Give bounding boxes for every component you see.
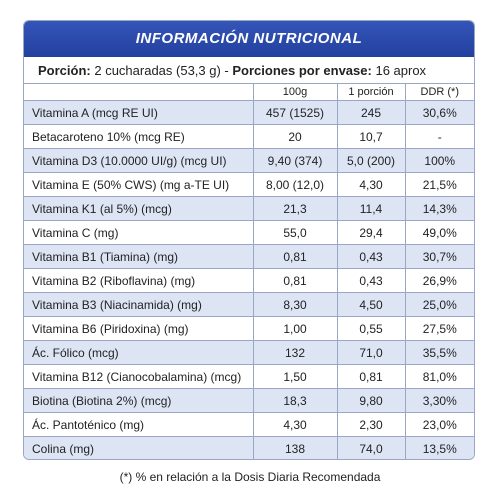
cell: 18,3 [252, 388, 338, 413]
cell: 9,40 (374) [252, 148, 338, 173]
cell: 245 [336, 100, 406, 125]
cell: 74,0 [336, 436, 406, 459]
cell: 23,0% [404, 412, 474, 437]
cell: 49,0% [404, 220, 474, 245]
footnote: (*) % en relación a la Dosis Diaria Reco… [119, 470, 381, 484]
cell: 14,3% [404, 196, 474, 221]
cell: - [404, 124, 474, 149]
cell: 4,50 [336, 292, 406, 317]
table-row: Ác. Pantoténico (mg) 4,30 2,30 23,0% [24, 412, 474, 437]
table-row: Vitamina D3 (10.0000 UI/g) (mcg UI) 9,40 … [24, 148, 474, 173]
cell: 0,81 [336, 364, 406, 389]
cell: 71,0 [336, 340, 406, 365]
header-cell [24, 84, 254, 101]
cell: 10,7 [336, 124, 406, 149]
table-row: Vitamina C (mg) 55,0 29,4 49,0% [24, 220, 474, 245]
cell: 4,30 [252, 412, 338, 437]
cell: 3,30% [404, 388, 474, 413]
servings-label: Porciones por envase: [232, 63, 372, 78]
cell: 26,9% [404, 268, 474, 293]
nutrient-name: Vitamina B1 (Tiamina) (mg) [24, 244, 254, 269]
title: INFORMACIÓN NUTRICIONAL [24, 21, 474, 57]
cell: 55,0 [252, 220, 338, 245]
nutrient-name: Betacaroteno 10% (mcg RE) [24, 124, 254, 149]
table-row: Betacaroteno 10% (mcg RE) 20 10,7- [24, 124, 474, 149]
table-row: Vitamina B1 (Tiamina) (mg) 0,81 0,43 30,7% [24, 244, 474, 269]
cell: 20 [252, 124, 338, 149]
cell: 30,6% [404, 100, 474, 125]
cell: 4,30 [336, 172, 406, 197]
cell: 27,5% [404, 316, 474, 341]
header-row: 100g 1 porción DDR (*) [24, 84, 474, 101]
cell: 0,43 [336, 244, 406, 269]
cell: 1,00 [252, 316, 338, 341]
table-row: Vitamina B3 (Niacinamida) (mg) 8,30 4,50 25… [24, 292, 474, 317]
cell: 9,80 [336, 388, 406, 413]
nutrient-name: Vitamina E (50% CWS) (mg a-TE UI) [24, 172, 254, 197]
table-row: Ác. Fólico (mcg) 132 71,0 35,5% [24, 340, 474, 365]
cell: 1,50 [252, 364, 338, 389]
portion-value: 2 cucharadas (53,3 g) - [94, 63, 229, 78]
portion-label: Porción: [38, 63, 91, 78]
cell: 25,0% [404, 292, 474, 317]
table-row: Vitamina K1 (al 5%) (mcg) 21,3 11,4 14,3% [24, 196, 474, 221]
table-row: Vitamina A (mcg RE UI) 457 (1525) 245 30,6% [24, 100, 474, 125]
nutrient-name: Biotina (Biotina 2%) (mcg) [24, 388, 254, 413]
table-row: Vitamina B12 (Cianocobalamina) (mcg) 1,50… [24, 364, 474, 389]
cell: 30,7% [404, 244, 474, 269]
cell: 457 (1525) [252, 100, 338, 125]
cell: 21,5% [404, 172, 474, 197]
table-row: Vitamina B6 (Piridoxina) (mg) 1,00 0,55 27,… [24, 316, 474, 341]
nutrition-table: 100g 1 porción DDR (*) Vitamina A (mcg RE U… [24, 84, 474, 459]
cell: 2,30 [336, 412, 406, 437]
cell: 0,55 [336, 316, 406, 341]
cell: 81,0% [404, 364, 474, 389]
servings-value: 16 aprox [375, 63, 427, 78]
cell: 5,0 (200) [336, 148, 406, 173]
header-cell: 1 porción [336, 84, 406, 101]
header-cell: DDR (*) [404, 84, 474, 101]
table-row: Vitamina B2 (Riboflavina) (mg) 0,81 0,43 26… [24, 268, 474, 293]
table-row: Vitamina E (50% CWS) (mg a-TE UI) 8,00 (1… [24, 172, 474, 197]
nutrient-name: Vitamina K1 (al 5%) (mcg) [24, 196, 254, 221]
cell: 35,5% [404, 340, 474, 365]
nutrient-name: Vitamina D3 (10.0000 UI/g) (mcg UI) [24, 148, 254, 173]
table-row: Colina (mg) 138 74,0 13,5% [24, 436, 474, 459]
nutrient-name: Ác. Pantoténico (mg) [24, 412, 254, 437]
cell: 100% [404, 148, 474, 173]
cell: 13,5% [404, 436, 474, 459]
nutrition-panel: INFORMACIÓN NUTRICIONAL Porción: 2 cucha… [23, 20, 475, 460]
nutrient-name: Colina (mg) [24, 436, 254, 459]
nutrient-name: Vitamina B6 (Piridoxina) (mg) [24, 316, 254, 341]
cell: 8,30 [252, 292, 338, 317]
nutrient-name: Vitamina B3 (Niacinamida) (mg) [24, 292, 254, 317]
nutrient-name: Ác. Fólico (mcg) [24, 340, 254, 365]
cell: 11,4 [336, 196, 406, 221]
cell: 0,43 [336, 268, 406, 293]
table-row: Biotina (Biotina 2%) (mcg) 18,3 9,80 3,30% [24, 388, 474, 413]
portion-line: Porción: 2 cucharadas (53,3 g) - Porcion… [24, 57, 474, 84]
cell: 29,4 [336, 220, 406, 245]
nutrient-name: Vitamina B2 (Riboflavina) (mg) [24, 268, 254, 293]
nutrient-name: Vitamina B12 (Cianocobalamina) (mcg) [24, 364, 254, 389]
nutrient-name: Vitamina A (mcg RE UI) [24, 100, 254, 125]
cell: 0,81 [252, 268, 338, 293]
nutrient-name: Vitamina C (mg) [24, 220, 254, 245]
cell: 21,3 [252, 196, 338, 221]
cell: 0,81 [252, 244, 338, 269]
cell: 132 [252, 340, 338, 365]
header-cell: 100g [252, 84, 338, 101]
cell: 8,00 (12,0) [252, 172, 338, 197]
cell: 138 [252, 436, 338, 459]
